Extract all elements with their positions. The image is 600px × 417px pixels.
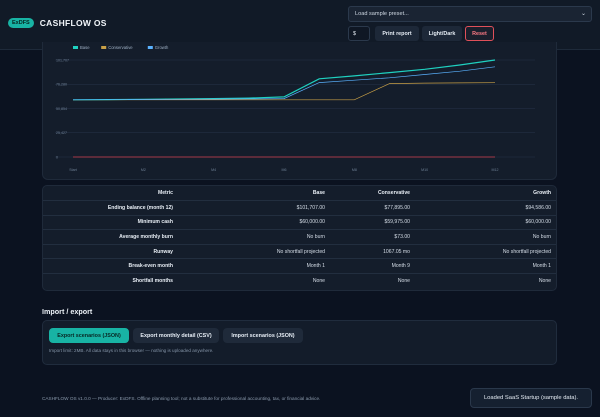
- table-cell: $60,000.00: [178, 215, 330, 231]
- table-cell: No burn: [178, 229, 330, 245]
- table-row: Shortfall months None None None: [43, 274, 556, 289]
- legend-swatch: [147, 46, 153, 49]
- theme-toggle-button[interactable]: Light/Dark: [422, 26, 462, 41]
- table-cell: No burn: [415, 229, 556, 245]
- metric-name: Break-even month: [43, 258, 178, 275]
- legend-swatch: [101, 46, 107, 49]
- y-tick-label: 50,854: [56, 107, 67, 111]
- table-cell: None: [397, 278, 410, 285]
- legend-label: Base: [80, 45, 90, 50]
- metrics-table: Metric Base Conservative Growth Ending b…: [43, 186, 556, 288]
- metric-name: Minimum cash: [43, 215, 178, 231]
- print-report-button[interactable]: Print report: [375, 26, 419, 41]
- table-row: Ending balance (month 12) $101,707.00 $7…: [43, 200, 556, 216]
- table-row: Minimum cash $60,000.00 $59,975.00 $60,0…: [43, 215, 556, 231]
- legend-label: Growth: [155, 45, 169, 50]
- preset-select-value: Load sample preset...: [355, 11, 409, 17]
- balance-chart: 0 25,427 50,854 76,280 101,707 Start M2 M4 M6 M8 M…: [55, 45, 535, 172]
- table-row: Break-even month Month 1 Month 9 Month 1: [43, 258, 556, 275]
- balance-chart-panel: 0 25,427 50,854 76,280 101,707 Start M2 M4 M6 M8 M…: [42, 42, 557, 180]
- import-export-panel: Export scenarios (JSON) Export monthly d…: [42, 320, 557, 365]
- export-json-button[interactable]: Export scenarios (JSON): [49, 328, 129, 343]
- table-cell: Month 1: [415, 258, 556, 275]
- metric-name: Shortfall months: [132, 278, 173, 285]
- table-cell: No shortfall projected: [415, 244, 556, 260]
- column-header: Conservative: [330, 186, 415, 202]
- table-cell: 1067.05 mo: [330, 244, 415, 260]
- x-tick-label: M8: [352, 168, 357, 172]
- table-cell: No shortfall projected: [178, 244, 330, 260]
- footer-text: CASHFLOW OS v1.0.0 — Producer: ExDFS. Of…: [42, 396, 321, 401]
- table-cell: $60,000.00: [415, 215, 556, 231]
- top-bar: ExDFS CASHFLOW OS Load sample preset... …: [0, 0, 600, 50]
- table-cell: $94,586.00: [415, 200, 556, 216]
- currency-input[interactable]: $: [348, 26, 370, 41]
- brand: ExDFS CASHFLOW OS: [8, 15, 107, 31]
- column-header: Base: [178, 186, 330, 202]
- preset-select[interactable]: Load sample preset... ⌄: [348, 6, 592, 22]
- metrics-table-panel: Metric Base Conservative Growth Ending b…: [42, 185, 557, 291]
- reset-button[interactable]: Reset: [465, 26, 494, 41]
- table-cell: None: [538, 278, 551, 285]
- x-tick-label: M10: [421, 168, 428, 172]
- table-cell: $59,975.00: [330, 215, 415, 231]
- import-note: Import limit: 2MB. All data stays in thi…: [49, 348, 214, 353]
- table-header-row: Metric Base Conservative Growth: [43, 186, 556, 202]
- x-tick-label: M2: [141, 168, 146, 172]
- metric-name: Average monthly burn: [43, 229, 178, 245]
- x-tick-label: M6: [282, 168, 287, 172]
- table-cell: $73.00: [330, 229, 415, 245]
- y-tick-label: 25,427: [56, 131, 67, 135]
- y-tick-label: 76,280: [56, 83, 67, 87]
- table-cell: Month 9: [330, 258, 415, 275]
- table-cell: Month 1: [178, 258, 330, 275]
- legend-swatch: [73, 46, 78, 49]
- column-header: Metric: [43, 186, 178, 202]
- app-title: CASHFLOW OS: [39, 18, 107, 28]
- import-export-title: Import / export: [42, 307, 93, 316]
- chevron-down-icon: ⌄: [580, 11, 586, 17]
- legend-label: Conservative: [108, 45, 133, 50]
- brand-badge: ExDFS: [8, 18, 34, 28]
- metric-name: Ending balance (month 12): [43, 200, 178, 216]
- toast-notification: Loaded SaaS Startup (sample data).: [470, 388, 592, 408]
- x-tick-label: M4: [211, 168, 216, 172]
- import-json-button[interactable]: Import scenarios (JSON): [223, 328, 303, 343]
- series-line-growth: [72, 66, 496, 101]
- table-cell: $77,895.00: [330, 200, 415, 216]
- table-row: Runway No shortfall projected 1067.05 mo…: [43, 244, 556, 260]
- x-tick-label: Start: [69, 168, 77, 172]
- table-cell: $101,707.00: [178, 200, 330, 216]
- export-csv-button[interactable]: Export monthly detail (CSV): [133, 328, 219, 343]
- table-row: Average monthly burn No burn $73.00 No b…: [43, 229, 556, 245]
- y-tick-label: 0: [56, 155, 58, 159]
- series-line-base: [72, 59, 496, 101]
- table-cell: None: [312, 278, 325, 285]
- column-header: Growth: [415, 186, 556, 202]
- y-tick-label: 101,707: [56, 58, 69, 62]
- x-tick-label: M12: [492, 168, 499, 172]
- metric-name: Runway: [43, 244, 178, 260]
